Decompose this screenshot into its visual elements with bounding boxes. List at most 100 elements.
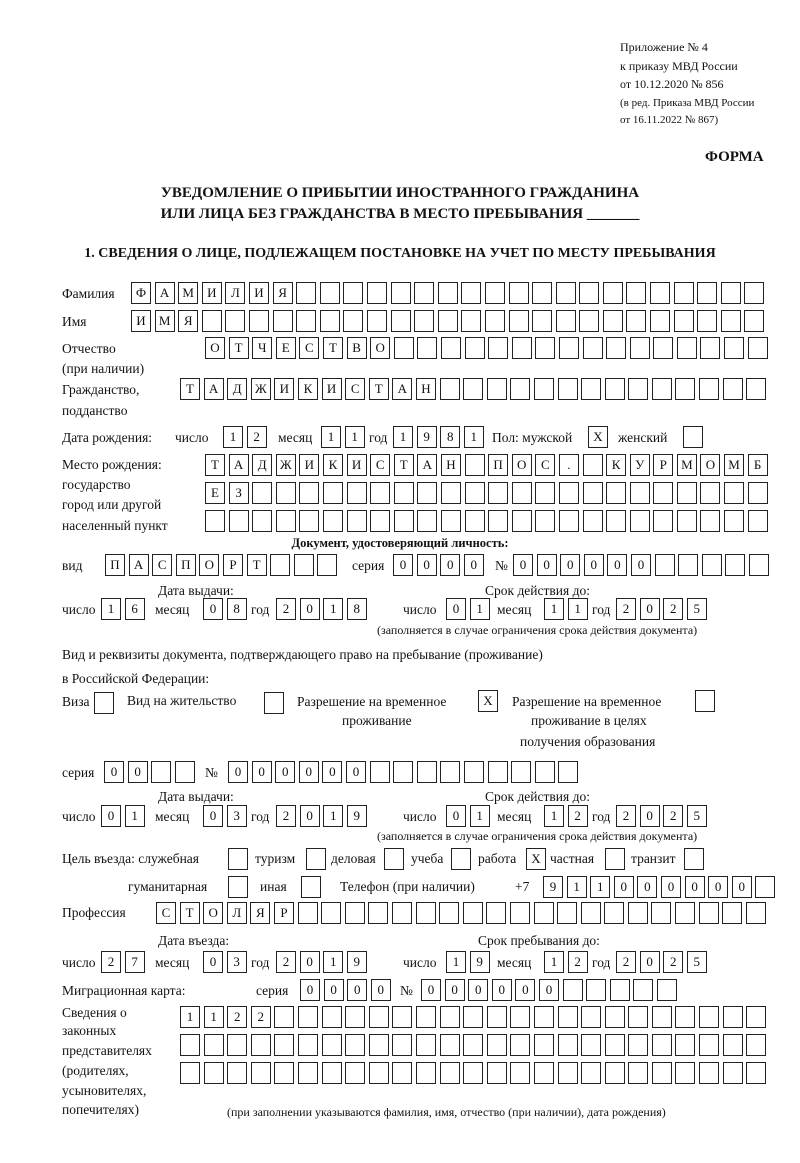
char-box[interactable]: 1 (544, 951, 564, 973)
char-box[interactable] (746, 1062, 767, 1084)
purpose-transit-checkbox[interactable] (684, 848, 704, 870)
char-box[interactable] (440, 510, 461, 532)
char-box[interactable]: 0 (639, 805, 660, 827)
char-box[interactable] (368, 1062, 389, 1084)
char-box[interactable]: 8 (226, 598, 247, 620)
char-box[interactable] (439, 1062, 460, 1084)
purpose-business-checkbox[interactable] (384, 848, 404, 870)
char-box[interactable] (297, 902, 318, 924)
char-box[interactable]: Е (205, 482, 225, 504)
char-box[interactable] (370, 510, 391, 532)
char-box[interactable]: Я (272, 282, 293, 304)
char-box[interactable] (510, 378, 531, 400)
purpose-tourism-checkbox[interactable] (306, 848, 326, 870)
char-box[interactable]: 3 (226, 805, 247, 827)
char-box[interactable] (533, 1034, 554, 1056)
char-box[interactable]: 0 (203, 598, 223, 620)
char-box[interactable] (296, 282, 317, 304)
char-box[interactable] (346, 510, 367, 532)
char-box[interactable] (484, 282, 505, 304)
char-box[interactable] (701, 554, 722, 576)
sex-male-checkbox[interactable]: X (588, 426, 608, 448)
char-box[interactable]: 1 (590, 876, 611, 898)
char-box[interactable] (724, 337, 745, 359)
char-box[interactable]: 2 (663, 598, 684, 620)
char-box[interactable]: С (299, 337, 320, 359)
char-box[interactable] (675, 1006, 696, 1028)
char-box[interactable]: 1 (469, 805, 490, 827)
char-box[interactable]: 0 (393, 554, 413, 576)
char-box[interactable] (368, 1034, 389, 1056)
char-box[interactable] (414, 310, 435, 332)
char-box[interactable] (297, 1062, 318, 1084)
char-box[interactable]: 9 (346, 951, 367, 973)
char-box[interactable]: 0 (421, 979, 441, 1001)
char-box[interactable]: Я (250, 902, 271, 924)
char-box[interactable]: 0 (731, 876, 752, 898)
char-box[interactable] (321, 1034, 342, 1056)
char-box[interactable]: И (299, 454, 320, 476)
char-box[interactable] (651, 378, 672, 400)
char-box[interactable] (415, 902, 436, 924)
char-box[interactable] (532, 310, 553, 332)
char-box[interactable] (369, 761, 390, 783)
char-box[interactable] (626, 310, 647, 332)
char-box[interactable] (319, 310, 340, 332)
char-box[interactable]: 0 (370, 979, 391, 1001)
char-box[interactable] (440, 337, 461, 359)
char-box[interactable] (609, 979, 630, 1001)
char-box[interactable] (225, 310, 246, 332)
char-box[interactable] (651, 902, 672, 924)
char-box[interactable] (650, 310, 671, 332)
char-box[interactable] (368, 1006, 389, 1028)
char-box[interactable] (628, 1006, 649, 1028)
char-box[interactable]: П (105, 554, 125, 576)
char-box[interactable]: 0 (468, 979, 489, 1001)
char-box[interactable] (484, 310, 505, 332)
char-box[interactable] (629, 337, 650, 359)
char-box[interactable] (488, 337, 509, 359)
char-box[interactable] (579, 282, 600, 304)
char-box[interactable] (557, 378, 578, 400)
char-box[interactable] (343, 282, 364, 304)
char-box[interactable] (345, 1062, 366, 1084)
char-box[interactable] (533, 902, 554, 924)
char-box[interactable]: 1 (321, 426, 341, 448)
char-box[interactable]: 9 (469, 951, 490, 973)
char-box[interactable]: 0 (299, 805, 320, 827)
char-box[interactable] (366, 282, 387, 304)
char-box[interactable]: 0 (104, 761, 124, 783)
char-box[interactable] (393, 337, 414, 359)
char-box[interactable] (606, 482, 627, 504)
char-box[interactable] (296, 310, 317, 332)
char-box[interactable]: 8 (440, 426, 461, 448)
char-box[interactable] (464, 482, 485, 504)
char-box[interactable] (699, 378, 720, 400)
char-box[interactable]: . (558, 454, 579, 476)
char-box[interactable] (510, 1034, 531, 1056)
char-box[interactable] (439, 1034, 460, 1056)
char-box[interactable] (555, 282, 576, 304)
char-box[interactable]: 0 (446, 598, 466, 620)
char-box[interactable] (582, 337, 603, 359)
char-box[interactable]: 1 (223, 426, 243, 448)
char-box[interactable] (720, 282, 741, 304)
char-box[interactable]: О (205, 337, 225, 359)
char-box[interactable]: С (152, 554, 173, 576)
char-box[interactable] (533, 1062, 554, 1084)
reps-row-2[interactable] (180, 1034, 767, 1056)
char-box[interactable]: А (203, 378, 224, 400)
char-box[interactable] (391, 902, 412, 924)
char-box[interactable] (678, 554, 699, 576)
